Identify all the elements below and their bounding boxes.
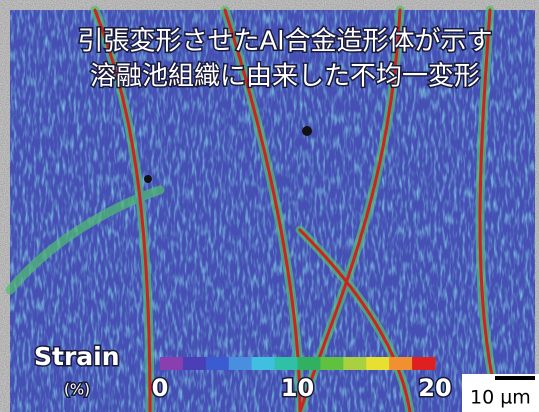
- colorbar-unit: (%): [64, 381, 90, 399]
- title-line: 溶融池組織に由来した不均一変形: [90, 62, 480, 92]
- colorbar-segment: [206, 357, 229, 370]
- page: 引張変形させたAl合金造形体が示す 溶融池組織に由来した不均一変形 Strain…: [0, 0, 539, 412]
- colorbar-segment: [366, 357, 389, 370]
- pore: [302, 126, 312, 136]
- scale-bar-label: 10 µm: [470, 387, 531, 409]
- pore: [144, 175, 152, 183]
- colorbar-segment: [275, 357, 298, 370]
- colorbar-segment: [160, 357, 183, 370]
- colorbar-label: Strain: [34, 342, 120, 371]
- colorbar-segment: [252, 357, 275, 370]
- colorbar-tick-label: 0: [152, 374, 169, 402]
- colorbar-segment: [183, 357, 206, 370]
- colorbar-tick-label: 20: [418, 374, 451, 402]
- colorbar-segment: [229, 357, 252, 370]
- title-line: 引張変形させたAl合金造形体が示す: [77, 27, 492, 57]
- colorbar-segment: [320, 357, 343, 370]
- colorbar-segment: [298, 357, 321, 370]
- strain-map: 引張変形させたAl合金造形体が示す 溶融池組織に由来した不均一変形 Strain…: [0, 0, 539, 412]
- colorbar-segment: [343, 357, 366, 370]
- colorbar-segment: [389, 357, 412, 370]
- colorbar-segment: [412, 357, 435, 370]
- colorbar-tick-label: 10: [281, 374, 314, 402]
